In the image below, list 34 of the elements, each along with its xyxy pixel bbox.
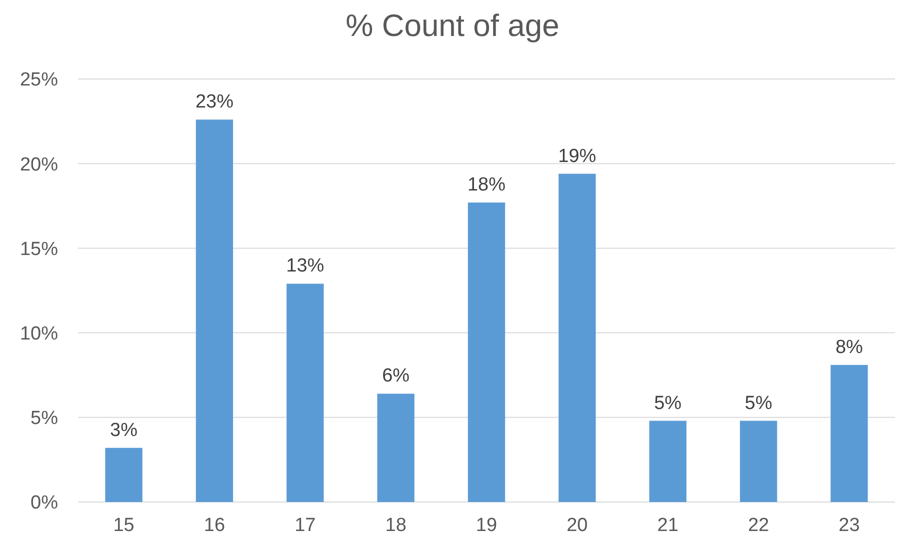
data-label: 5% — [654, 392, 682, 414]
bar — [196, 120, 234, 502]
y-tick-label: 10% — [20, 323, 58, 344]
y-tick-label: 25% — [20, 70, 58, 91]
data-label: 6% — [382, 366, 410, 387]
y-tick-label: 5% — [30, 408, 58, 430]
y-tick-label: 15% — [20, 238, 58, 260]
x-tick-label: 19 — [476, 515, 498, 536]
x-tick-label: 22 — [748, 515, 770, 536]
x-tick-label: 20 — [566, 515, 588, 536]
bar — [830, 364, 868, 502]
data-label: 3% — [110, 420, 138, 441]
bar — [468, 202, 506, 502]
bar — [377, 394, 414, 502]
x-tick-label: 21 — [657, 515, 678, 536]
bar — [649, 420, 686, 502]
y-tick-label: 20% — [20, 154, 58, 176]
bar — [286, 284, 324, 502]
data-label: 13% — [286, 256, 324, 277]
x-tick-label: 18 — [385, 515, 406, 536]
data-label: 23% — [195, 92, 234, 113]
bar — [740, 420, 778, 502]
chart-title: % Count of age — [346, 8, 560, 43]
data-label: 8% — [835, 336, 864, 358]
data-label: 18% — [467, 174, 506, 196]
x-tick-label: 17 — [294, 515, 316, 536]
x-tick-label: 15 — [113, 515, 134, 536]
bar — [105, 448, 142, 502]
y-tick-label: 0% — [30, 492, 58, 514]
x-tick-label: 16 — [204, 515, 226, 536]
bar — [558, 174, 596, 502]
data-label: 19% — [558, 146, 596, 167]
data-label: 5% — [744, 392, 772, 414]
x-tick-label: 23 — [838, 515, 860, 536]
